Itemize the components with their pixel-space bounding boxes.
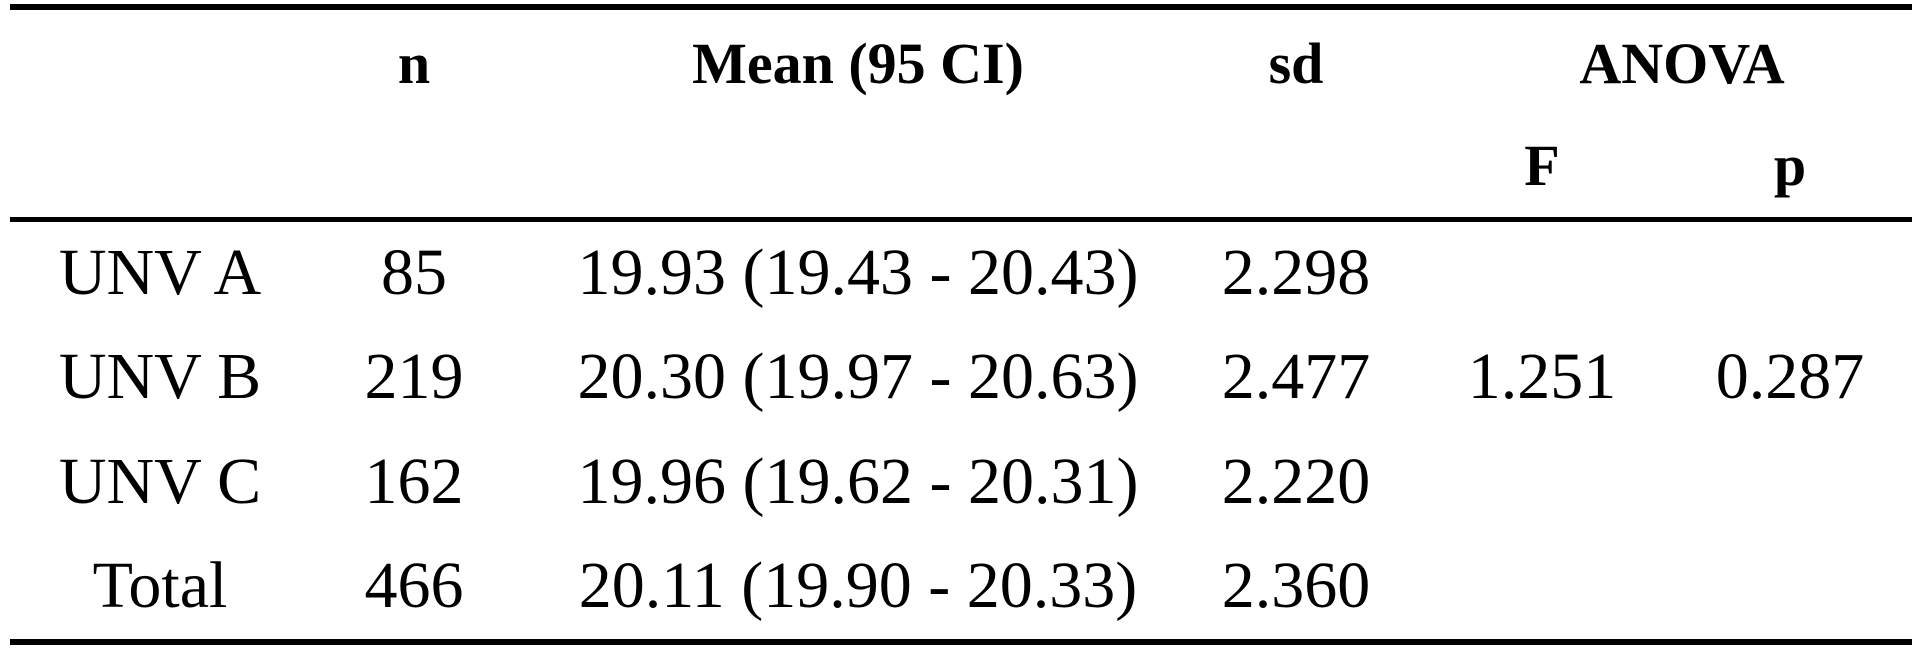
row-n: 466 [364, 549, 464, 622]
row-n: 162 [364, 445, 464, 518]
row-sd: 2.298 [1221, 236, 1371, 309]
row-group: UNV C [58, 445, 262, 518]
header-anova: ANOVA [1579, 31, 1785, 96]
row-group: UNV A [58, 236, 262, 309]
row-sd: 2.220 [1221, 445, 1371, 518]
header-n: n [397, 31, 431, 96]
row-group: Total [92, 549, 228, 622]
row-group: UNV B [58, 340, 262, 413]
header-p: p [1773, 133, 1807, 198]
anova-p-value: 0.287 [1715, 340, 1865, 413]
header-f: F [1524, 133, 1560, 198]
header-sd: sd [1268, 31, 1324, 96]
header-mean: Mean (95 CI) [692, 31, 1024, 96]
row-mean: 19.96 (19.62 - 20.31) [577, 445, 1139, 518]
row-mean: 20.11 (19.90 - 20.33) [578, 549, 1138, 622]
anova-f-value: 1.251 [1467, 340, 1617, 413]
row-n: 85 [381, 236, 447, 309]
row-sd: 2.477 [1221, 340, 1371, 413]
row-n: 219 [364, 340, 464, 413]
table-bottom-rule [10, 639, 1912, 645]
row-sd: 2.360 [1221, 549, 1371, 622]
table-top-rule [10, 4, 1912, 10]
results-table: n Mean (95 CI) sd ANOVA F p UNV A 85 19.… [10, 0, 1912, 664]
row-mean: 20.30 (19.97 - 20.63) [577, 340, 1139, 413]
row-mean: 19.93 (19.43 - 20.43) [577, 236, 1139, 309]
table-header-rule [10, 217, 1912, 222]
